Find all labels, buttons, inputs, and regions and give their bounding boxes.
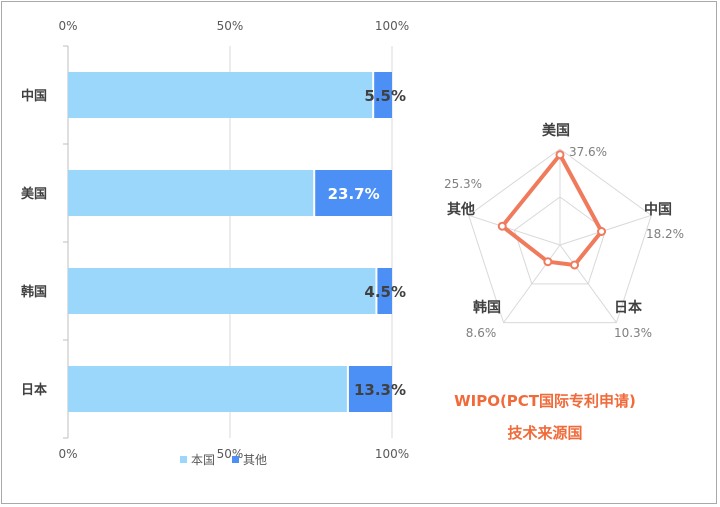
radar-value-label: 18.2% bbox=[646, 227, 684, 241]
bar-segment-other bbox=[377, 268, 392, 314]
radar-series bbox=[497, 150, 607, 270]
radar-title: WIPO(PCT国际专利申请) 技术来源国 bbox=[454, 392, 636, 442]
category-label: 韩国 bbox=[21, 284, 47, 300]
bar-segment-domestic bbox=[68, 268, 376, 314]
radar-title-line-1: WIPO(PCT国际专利申请) bbox=[454, 392, 636, 410]
radar-value-label: 10.3% bbox=[614, 326, 652, 340]
radar-value-labels: 37.6% 18.2% 10.3% 8.6% 25.3% bbox=[444, 145, 684, 340]
x-tick-label-bottom: 100% bbox=[375, 447, 409, 461]
legend-label: 本国 bbox=[191, 453, 215, 467]
radar-spoke bbox=[468, 214, 561, 246]
data-label: 23.7% bbox=[328, 185, 380, 203]
radar-point bbox=[497, 221, 507, 231]
legend-label: 其他 bbox=[243, 453, 267, 467]
radar-value-label: 8.6% bbox=[466, 326, 497, 340]
data-label: 5.5% bbox=[364, 87, 406, 105]
bar-segment-domestic bbox=[68, 170, 314, 216]
bar-marks bbox=[68, 72, 392, 412]
x-tick-label-top: 0% bbox=[58, 19, 77, 33]
radar-title-line-2: 技术来源国 bbox=[507, 424, 582, 442]
radar-ring bbox=[468, 148, 652, 324]
x-tick-label-bottom: 50% bbox=[217, 447, 244, 461]
bar-data-labels: 5.5% 23.7% 4.5% 13.3% bbox=[328, 87, 406, 399]
legend: 本国 其他 bbox=[180, 453, 267, 467]
radar-category-label: 日本 bbox=[614, 299, 643, 316]
category-label: 美国 bbox=[21, 186, 47, 202]
radar-category-label: 中国 bbox=[644, 201, 672, 218]
data-label: 13.3% bbox=[354, 381, 406, 399]
radar-point bbox=[570, 260, 580, 270]
x-tick-label-top: 50% bbox=[217, 19, 244, 33]
bar-segment-domestic bbox=[68, 72, 373, 118]
bar-segment-other bbox=[315, 170, 392, 216]
radar-value-label: 25.3% bbox=[444, 177, 482, 191]
radar-spoke bbox=[559, 244, 617, 323]
bar-segment-other bbox=[348, 366, 392, 412]
bar-x-tick-labels: 0% 0% 50% 50% 100% 100% bbox=[58, 19, 409, 461]
radar-category-label: 韩国 bbox=[473, 299, 501, 316]
radar-grid bbox=[468, 148, 652, 324]
radar-series-line bbox=[500, 152, 604, 267]
category-label: 中国 bbox=[21, 88, 47, 104]
radar-category-label: 美国 bbox=[542, 122, 570, 139]
radar-point bbox=[597, 227, 607, 237]
bar-segment-other bbox=[374, 72, 392, 118]
legend-swatch bbox=[232, 456, 239, 463]
data-label: 4.5% bbox=[364, 283, 406, 301]
radar-value-label: 37.6% bbox=[569, 145, 607, 159]
radar-point bbox=[543, 257, 553, 267]
category-label: 日本 bbox=[21, 382, 47, 398]
radar-category-label: 其他 bbox=[447, 201, 475, 218]
bar-segment-domestic bbox=[68, 366, 347, 412]
x-tick-label-top: 100% bbox=[375, 19, 409, 33]
radar-point bbox=[555, 150, 565, 160]
x-tick-label-bottom: 0% bbox=[58, 447, 77, 461]
radar-spoke bbox=[503, 244, 561, 323]
legend-swatch bbox=[180, 456, 187, 463]
